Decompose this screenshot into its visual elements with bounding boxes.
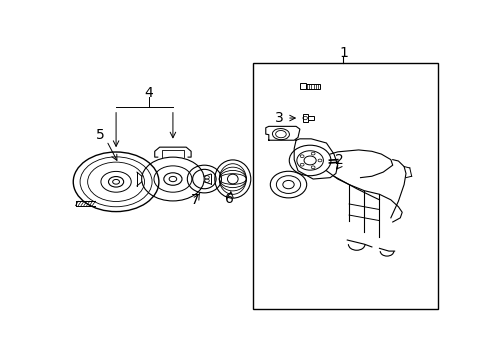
Text: 2: 2 bbox=[335, 153, 344, 167]
Text: 7: 7 bbox=[191, 193, 200, 207]
Text: 5: 5 bbox=[96, 128, 105, 142]
Bar bbox=[300, 83, 305, 90]
Text: 4: 4 bbox=[144, 86, 153, 100]
Bar bbox=[307, 116, 313, 120]
Text: 6: 6 bbox=[225, 192, 234, 206]
Text: 3: 3 bbox=[274, 111, 283, 125]
Bar bbox=[305, 84, 320, 89]
Bar bbox=[252, 63, 437, 309]
Bar bbox=[302, 114, 307, 122]
Text: 1: 1 bbox=[338, 46, 347, 60]
